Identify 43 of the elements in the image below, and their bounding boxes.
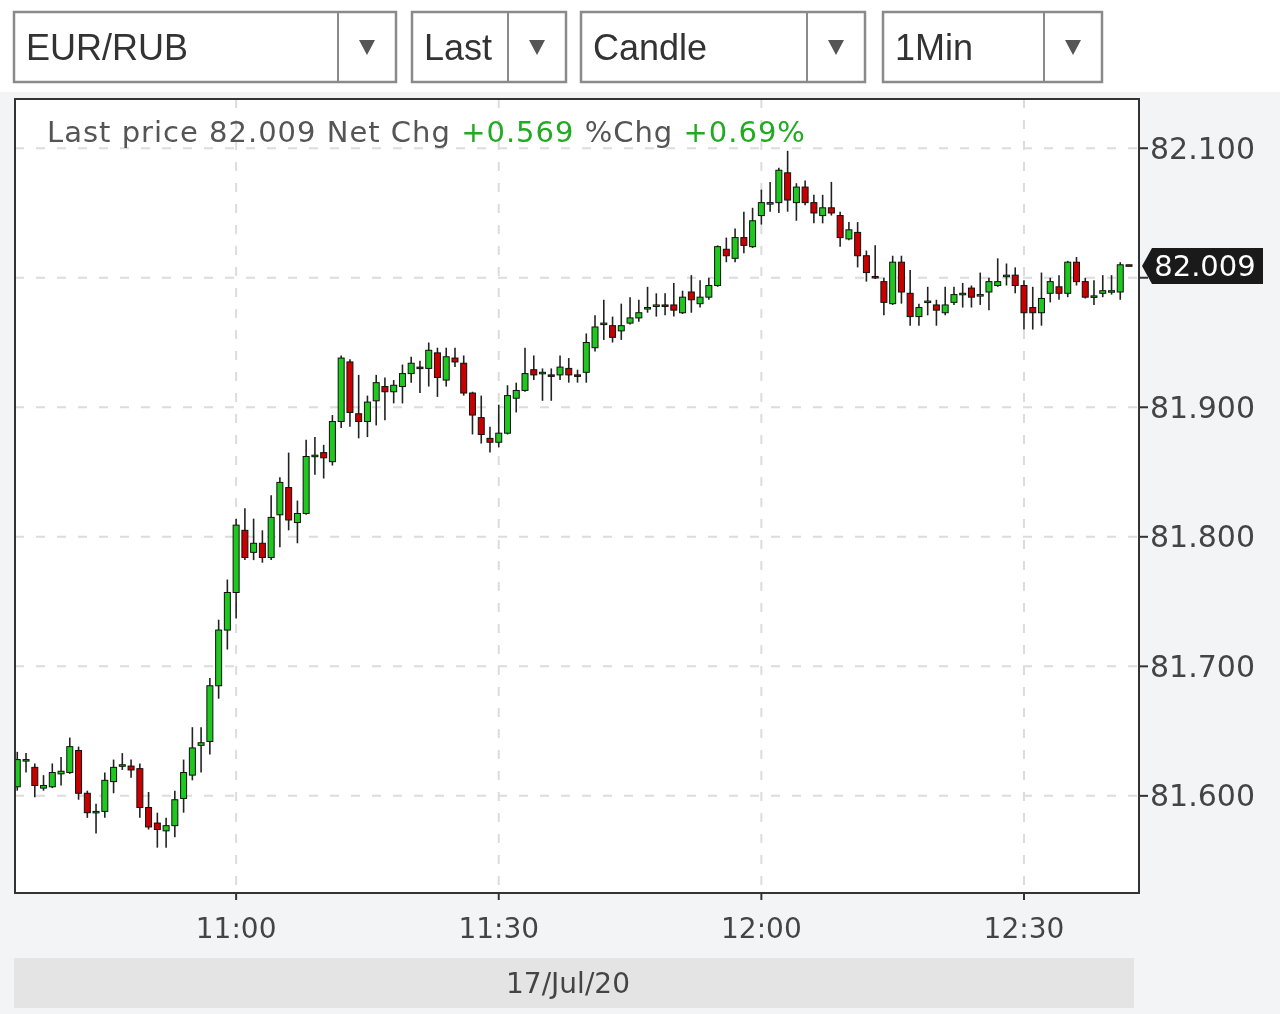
y-tick-label: 81.900	[1150, 389, 1255, 425]
x-tick-label: 12:30	[983, 911, 1065, 945]
dropdown: Candle	[579, 10, 867, 84]
text: Last price 82.009 Net Chg +0.569 %Chg +0.69%	[47, 115, 806, 149]
candlestick	[617, 302, 625, 341]
candlestick	[924, 286, 932, 317]
candlestick	[197, 726, 205, 774]
y-tick-label: 82.100	[1150, 130, 1255, 166]
candlestick	[1073, 256, 1080, 287]
candlestick	[258, 529, 266, 564]
candlestick	[941, 286, 949, 317]
candlestick	[468, 390, 476, 436]
x-tick-label: 11:30	[458, 911, 540, 945]
candlestick	[1108, 274, 1116, 296]
candlestick	[145, 791, 153, 831]
dropdown: 1Min	[881, 10, 1104, 84]
candlestick	[862, 249, 870, 283]
candlestick	[679, 289, 687, 315]
candlestick	[871, 244, 879, 280]
dropdown: EUR/RUB	[12, 10, 398, 84]
text: 82.009	[1154, 249, 1256, 284]
candlestick	[477, 394, 485, 445]
candlestick	[31, 762, 39, 798]
candlestick	[644, 286, 652, 314]
y-tick-label: 81.600	[1150, 778, 1255, 814]
candlestick	[976, 271, 984, 306]
candlestick	[609, 315, 617, 344]
candlestick	[932, 298, 940, 327]
candlestick	[600, 298, 608, 341]
candlestick	[967, 284, 975, 309]
candlestick	[1037, 271, 1045, 327]
x-tick-label: 12:00	[721, 911, 802, 945]
y-tick-label: 81.800	[1150, 519, 1255, 555]
candlestick	[355, 374, 363, 440]
candlestick	[827, 181, 835, 217]
candlestick	[363, 394, 371, 438]
x-axis-title: 17/Jul/20	[506, 966, 630, 1000]
candlestick	[398, 363, 406, 405]
y-tick-label: 81.700	[1150, 648, 1255, 684]
x-tick-label: 11:00	[195, 911, 277, 945]
candlestick	[110, 758, 118, 795]
dropdown: Last	[410, 10, 568, 84]
candlestick	[1099, 274, 1107, 298]
